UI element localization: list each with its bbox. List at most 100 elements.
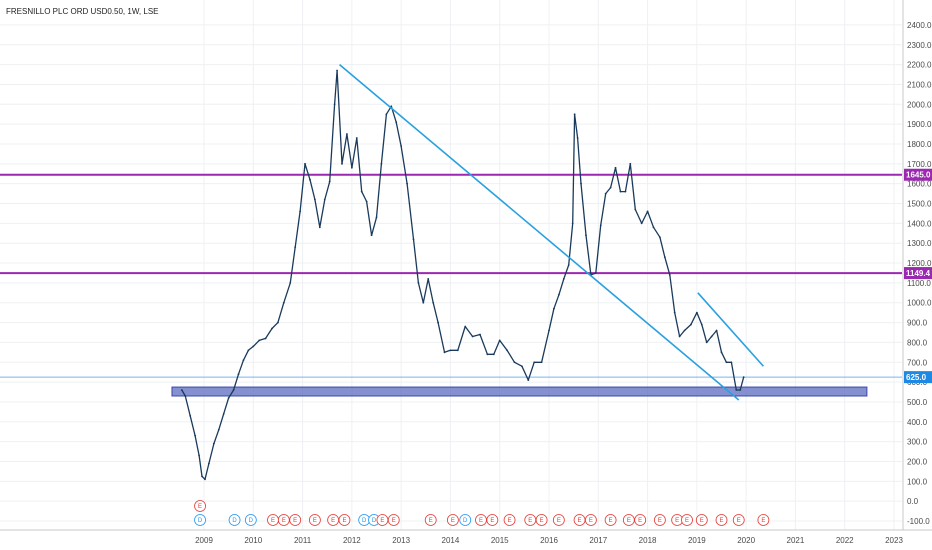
earnings-marker-label: E: [557, 518, 561, 524]
earnings-marker-circle: [757, 514, 770, 526]
price-point: [695, 311, 698, 314]
current-price-label-bg: [904, 371, 932, 384]
price-point: [548, 329, 550, 332]
earnings-marker-label: E: [540, 518, 544, 524]
price-point: [557, 293, 560, 296]
price-point: [479, 333, 481, 336]
earnings-marker-circle: [695, 514, 708, 526]
price-point: [629, 162, 632, 165]
price-point: [422, 301, 425, 304]
support-zones: [171, 386, 868, 397]
earnings-marker-label: E: [392, 518, 396, 524]
price-point: [385, 113, 388, 116]
y-tick-label: 2400.0: [907, 21, 932, 30]
price-point: [735, 389, 738, 391]
price-point: [437, 321, 440, 324]
y-tick-label: 500.0: [907, 398, 928, 407]
price-point: [212, 442, 215, 445]
earnings-marker-circle: [194, 500, 206, 512]
price-point: [232, 389, 235, 391]
price-point: [506, 349, 509, 352]
price-point: [619, 190, 622, 193]
earnings-marker-circle: [604, 514, 617, 526]
earnings-marker-circle: [634, 514, 647, 526]
price-point: [204, 478, 206, 481]
price-point: [194, 434, 197, 437]
y-tick-label: 100.0: [907, 477, 928, 486]
price-point: [562, 278, 565, 280]
earnings-marker-circle: [681, 514, 693, 526]
price-point: [360, 190, 363, 193]
x-tick-label: 2023: [885, 536, 903, 545]
trendline: [697, 292, 764, 367]
earnings-marker-circle: [715, 514, 728, 526]
earnings-marker-circle: [535, 514, 548, 526]
dividend-marker-circle: [194, 514, 206, 526]
earnings-marker-label: E: [479, 518, 483, 524]
price-point: [705, 341, 708, 344]
earnings-marker-circle: [503, 514, 516, 526]
price-point: [471, 335, 474, 338]
price-point: [520, 365, 523, 368]
earnings-marker-label: E: [658, 518, 662, 524]
x-tick-label: 2017: [589, 536, 607, 545]
x-tick-label: 2014: [442, 536, 460, 545]
price-point: [333, 103, 336, 106]
price-point: [533, 361, 536, 364]
y-tick-label: 2300.0: [907, 41, 932, 50]
earnings-marker-circle: [486, 514, 499, 526]
price-point: [492, 353, 495, 356]
earnings-marker-label: E: [737, 518, 741, 524]
x-tick-label: 2009: [195, 536, 213, 545]
price-point: [668, 274, 671, 276]
price-point: [323, 198, 326, 201]
price-point: [341, 162, 343, 165]
trendline: [339, 63, 740, 401]
price-point: [400, 145, 403, 147]
price-point: [486, 353, 489, 356]
price-point: [289, 281, 292, 284]
price-point: [715, 329, 718, 332]
price-point: [576, 137, 579, 139]
price-point: [443, 351, 446, 354]
earnings-marker-label: E: [528, 518, 532, 524]
x-tick-label: 2021: [787, 536, 805, 545]
dividend-marker-label: D: [362, 518, 367, 524]
earnings-marker-label: E: [638, 518, 642, 524]
price-point: [258, 339, 261, 342]
price-point: [573, 113, 576, 116]
price-point: [432, 301, 435, 304]
y-tick-label: 2200.0: [907, 61, 932, 70]
price-point: [498, 339, 501, 342]
price-point: [658, 236, 661, 239]
price-point: [336, 69, 338, 72]
dividend-marker-circle: [459, 514, 472, 526]
level-price-label: 1149.4: [906, 269, 931, 278]
price-point: [242, 359, 245, 362]
earnings-marker-label: E: [293, 518, 297, 524]
earnings-marker-label: E: [490, 518, 494, 524]
y-tick-label: 1700.0: [907, 160, 932, 169]
x-tick-label: 2020: [737, 536, 755, 545]
support-zone-rect: [171, 386, 868, 397]
price-point: [184, 395, 187, 397]
price-point: [585, 234, 587, 237]
symbol-title: FRESNILLO PLC ORD USD0.50, 1W, LSE: [6, 7, 159, 16]
price-point: [742, 376, 745, 379]
y-tick-label: 1300.0: [907, 239, 932, 248]
price-point: [739, 389, 742, 391]
price-point: [710, 335, 713, 338]
event-markers: DED D E E E E E E D D E E E E D E E E E E E E E E E E E E E E E E E: [194, 500, 770, 526]
x-tick-label: 2011: [294, 536, 312, 545]
price-point: [624, 190, 627, 193]
y-tick-label: 700.0: [907, 358, 928, 367]
price-point: [673, 311, 676, 314]
dividend-marker-circle: [228, 514, 241, 526]
earnings-marker-circle: [584, 514, 597, 526]
y-tick-label: 1000.0: [907, 299, 932, 308]
y-tick-label: 1500.0: [907, 200, 932, 209]
earnings-marker-label: E: [578, 518, 582, 524]
earnings-marker-label: E: [429, 518, 433, 524]
